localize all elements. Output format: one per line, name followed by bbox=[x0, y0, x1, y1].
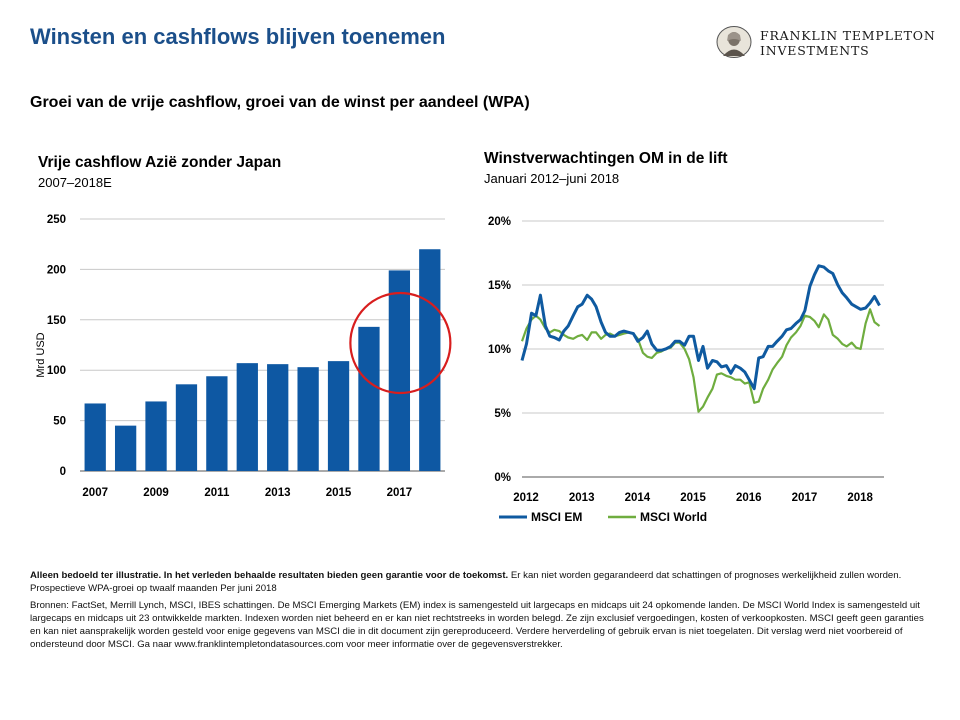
bar-2009 bbox=[145, 401, 167, 471]
x-tick-label: 2011 bbox=[204, 487, 230, 499]
y-tick-label: 0 bbox=[60, 466, 66, 478]
bar-2015 bbox=[327, 361, 350, 471]
legend-label: MSCI EM bbox=[531, 510, 582, 524]
y-tick-label: 100 bbox=[47, 365, 66, 377]
series-line-msci-em bbox=[520, 264, 881, 391]
y-tick-label: 50 bbox=[53, 416, 66, 428]
line-chart-title: Winstverwachtingen OM in de lift bbox=[484, 150, 728, 167]
bar-2016 bbox=[358, 326, 380, 471]
x-tick-label: 2007 bbox=[82, 487, 108, 499]
bar-chart-title: Vrije cashflow Azië zonder Japan bbox=[38, 154, 282, 171]
y-tick-label: 200 bbox=[47, 264, 66, 276]
y-tick-label: 20% bbox=[488, 216, 511, 228]
bar-2007 bbox=[84, 403, 106, 471]
footer-notes: Alleen bedoeld ter illustratie. In het v… bbox=[30, 569, 935, 655]
free-cashflow-bar-chart: 0 50 100 150 200 250 Mrd USD 2007 2009 2011 2013 20… bbox=[35, 214, 452, 499]
bar-2014 bbox=[297, 367, 319, 471]
disclaimer-bold: Alleen bedoeld ter illustratie. In het v… bbox=[30, 570, 509, 581]
x-tick-label: 2016 bbox=[736, 492, 762, 504]
y-tick-label: 5% bbox=[494, 408, 511, 420]
franklin-portrait-icon bbox=[716, 26, 752, 58]
x-tick-label: 2013 bbox=[265, 487, 291, 499]
y-tick-label: 0% bbox=[494, 472, 511, 484]
logo-line-2: INVESTMENTS bbox=[760, 43, 870, 58]
franklin-templeton-logo: FRANKLIN TEMPLETON INVESTMENTS bbox=[716, 26, 936, 60]
x-tick-label: 2017 bbox=[792, 492, 818, 504]
bar-2011 bbox=[206, 376, 228, 471]
y-tick-label: 15% bbox=[488, 280, 511, 292]
earnings-expectations-line-chart: 0% 5% 10% 15% 20% 2012 2013 2014 2015 2016 2017 201… bbox=[488, 216, 884, 524]
y-tick-label: 150 bbox=[47, 315, 66, 327]
y-tick-label: 250 bbox=[47, 214, 66, 226]
series-line-msci-world bbox=[520, 308, 881, 413]
bar-chart-subtitle: 2007–2018E bbox=[38, 175, 112, 190]
bar-2017 bbox=[388, 270, 411, 471]
y-tick-label: 10% bbox=[488, 344, 511, 356]
logo-line-1: FRANKLIN TEMPLETON bbox=[760, 28, 936, 43]
line-chart-subtitle: Januari 2012–juni 2018 bbox=[484, 171, 620, 186]
y-axis-label: Mrd USD bbox=[35, 332, 47, 377]
x-tick-label: 2009 bbox=[143, 487, 169, 499]
legend-label: MSCI World bbox=[640, 510, 707, 524]
bar-2018 bbox=[419, 249, 441, 471]
x-tick-label: 2017 bbox=[387, 487, 413, 499]
x-tick-label: 2014 bbox=[625, 492, 651, 504]
x-tick-label: 2018 bbox=[847, 492, 873, 504]
page-subtitle: Groei van de vrije cashflow, groei van d… bbox=[30, 94, 530, 111]
bar-2012 bbox=[236, 363, 258, 471]
disclaimer-text: Er kan niet worden gegarandeerd dat scha… bbox=[30, 570, 902, 595]
disclaimer: Alleen bedoeld ter illustratie. In het v… bbox=[30, 569, 935, 596]
highlight-circle bbox=[349, 291, 452, 395]
x-tick-label: 2015 bbox=[326, 487, 352, 499]
bar-2010 bbox=[175, 384, 198, 471]
x-tick-label: 2012 bbox=[513, 492, 539, 504]
sources-text: Bronnen: FactSet, Merrill Lynch, MSCI, I… bbox=[30, 599, 924, 651]
page-title: Winsten en cashflows blijven toenemen bbox=[30, 24, 446, 49]
x-tick-label: 2013 bbox=[569, 492, 595, 504]
bar-2008 bbox=[114, 425, 137, 471]
x-tick-label: 2015 bbox=[680, 492, 706, 504]
bar-2013 bbox=[267, 364, 289, 471]
